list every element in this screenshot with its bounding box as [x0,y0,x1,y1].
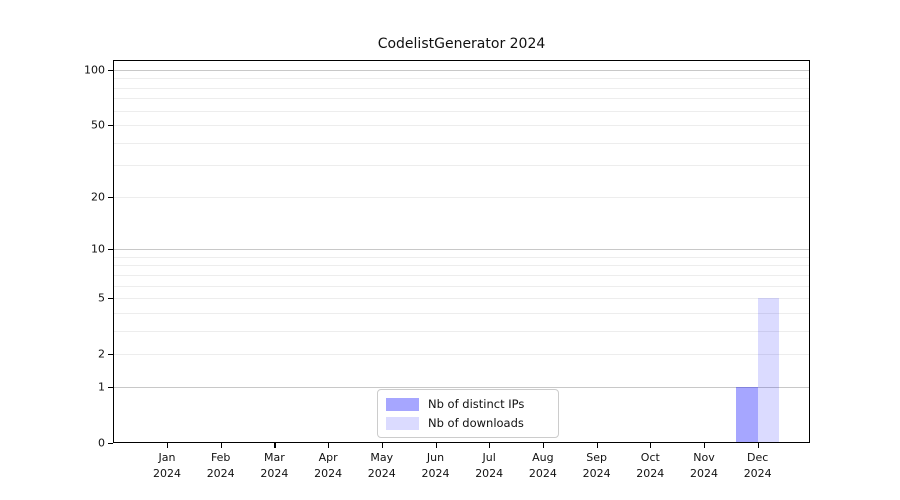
x-tick-label: Nov 2024 [690,451,718,480]
legend: Nb of distinct IPs Nb of downloads [377,389,559,438]
minor-gridline [113,78,810,80]
minor-gridline [113,354,810,356]
x-tick [328,443,330,448]
y-tick [108,298,113,300]
y-tick [108,125,113,127]
legend-label-distinct-ips: Nb of distinct IPs [428,397,525,411]
bar-distinct-ips-dec-2024 [736,386,758,443]
x-tick [596,443,598,448]
minor-gridline [113,110,810,112]
y-tick-label: 50 [91,118,105,132]
minor-gridline [113,330,810,332]
y-tick [108,196,113,199]
legend-swatch-distinct-ips [386,397,419,411]
minor-gridline [113,165,810,167]
major-gridline [113,386,810,388]
x-tick [274,443,276,448]
x-tick-label: Mar 2024 [260,451,289,480]
minor-gridline [113,312,810,314]
x-tick [381,443,383,448]
x-tick-label: Apr 2024 [314,451,343,480]
x-tick [167,443,169,448]
x-tick [704,443,706,448]
x-tick-label: Sep 2024 [582,451,611,480]
minor-gridline [113,274,810,276]
x-tick-label: Jul 2024 [475,451,504,480]
minor-gridline [113,98,810,100]
x-tick-label: Jun 2024 [421,451,450,480]
plot-grid [113,60,810,443]
x-tick-label: Jan 2024 [153,451,181,480]
legend-item-downloads: Nb of downloads [386,416,550,430]
major-gridline [113,70,810,71]
major-gridline [113,249,810,251]
minor-gridline [113,196,810,198]
minor-gridline [113,256,810,258]
minor-gridline [113,87,810,89]
y-tick-label: 20 [91,190,105,204]
minor-gridline [113,125,810,127]
y-tick [108,443,113,445]
y-tick [108,249,113,251]
y-tick-label: 0 [98,436,105,450]
chart-title: CodelistGenerator 2024 [377,36,546,52]
bar-downloads-dec-2024 [757,298,780,443]
y-tick-label: 5 [98,291,105,305]
legend-label-downloads: Nb of downloads [428,416,524,430]
x-tick-label: May 2024 [367,451,396,480]
x-tick-label: Dec 2024 [743,451,772,480]
x-tick [757,443,759,448]
x-tick-label: Feb 2024 [206,451,235,480]
legend-item-distinct-ips: Nb of distinct IPs [386,397,550,411]
x-tick-label: Oct 2024 [636,451,665,480]
minor-gridline [113,285,810,287]
legend-swatch-downloads [386,416,419,430]
minor-gridline [113,298,810,300]
minor-gridline [113,142,810,144]
x-tick [650,443,652,448]
y-tick [108,70,113,72]
x-tick [542,443,545,448]
x-tick [435,443,437,448]
y-tick-label: 100 [84,63,105,77]
y-tick [108,354,113,356]
x-tick [489,443,491,448]
y-tick-label: 2 [98,347,105,361]
y-tick-label: 10 [91,242,105,256]
x-tick [220,443,222,448]
minor-gridline [113,265,810,267]
x-tick-label: Aug 2024 [528,451,557,480]
y-tick-label: 1 [98,380,105,394]
y-tick [108,386,113,389]
